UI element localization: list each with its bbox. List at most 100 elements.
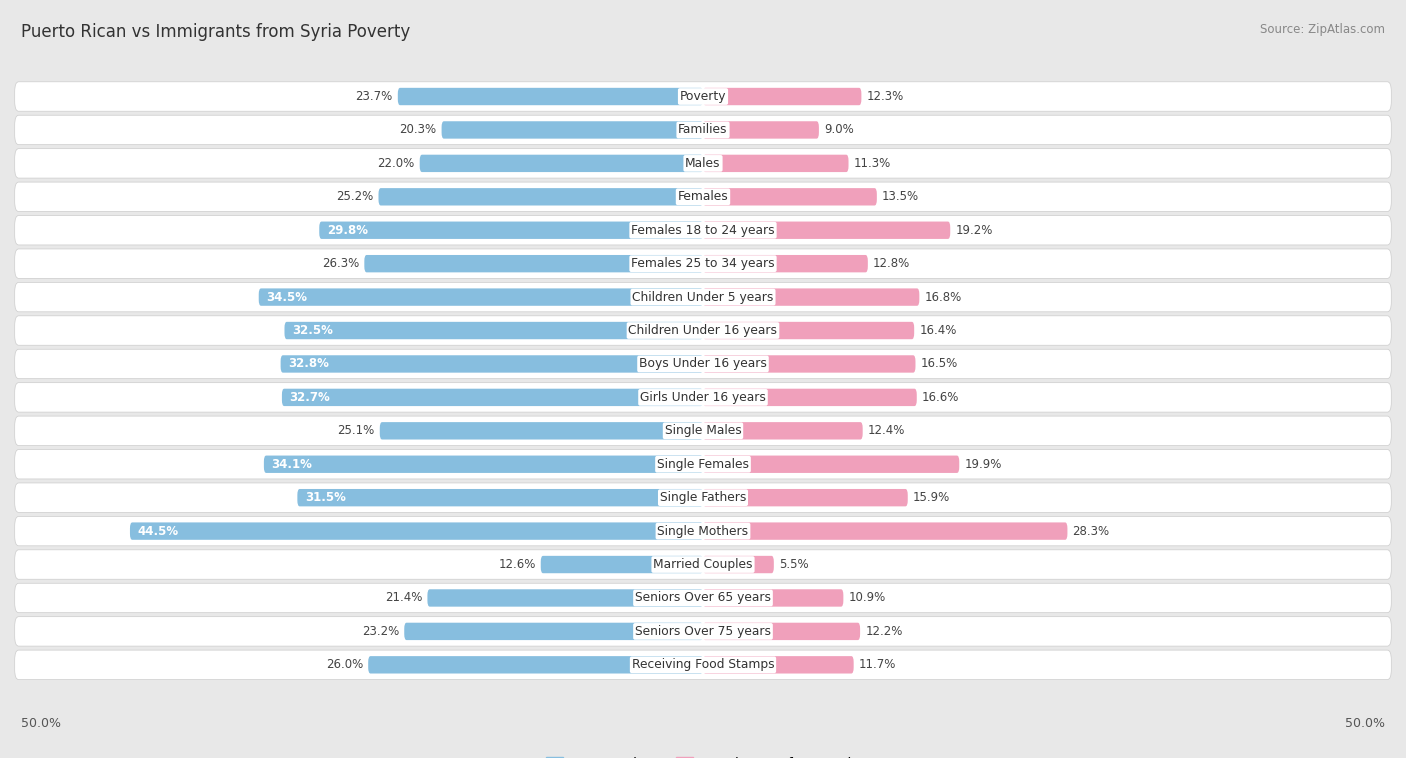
FancyBboxPatch shape: [281, 356, 703, 373]
FancyBboxPatch shape: [14, 516, 1392, 546]
FancyBboxPatch shape: [14, 550, 1392, 579]
FancyBboxPatch shape: [405, 623, 703, 640]
Text: 16.5%: 16.5%: [921, 358, 957, 371]
Text: 16.8%: 16.8%: [925, 290, 962, 304]
Text: 50.0%: 50.0%: [21, 717, 60, 731]
Text: Poverty: Poverty: [679, 90, 727, 103]
Text: Single Fathers: Single Fathers: [659, 491, 747, 504]
Text: Children Under 5 years: Children Under 5 years: [633, 290, 773, 304]
FancyBboxPatch shape: [14, 182, 1392, 211]
FancyBboxPatch shape: [14, 115, 1392, 145]
Text: Single Mothers: Single Mothers: [658, 525, 748, 537]
FancyBboxPatch shape: [703, 155, 848, 172]
Legend: Puerto Rican, Immigrants from Syria: Puerto Rican, Immigrants from Syria: [541, 751, 865, 758]
FancyBboxPatch shape: [541, 556, 703, 573]
Text: Females: Females: [678, 190, 728, 203]
FancyBboxPatch shape: [14, 583, 1392, 612]
Text: 32.8%: 32.8%: [288, 358, 329, 371]
FancyBboxPatch shape: [427, 589, 703, 606]
FancyBboxPatch shape: [129, 522, 703, 540]
Text: 28.3%: 28.3%: [1073, 525, 1109, 537]
Text: 19.2%: 19.2%: [956, 224, 993, 236]
Text: 34.1%: 34.1%: [271, 458, 312, 471]
Text: Males: Males: [685, 157, 721, 170]
FancyBboxPatch shape: [703, 121, 818, 139]
Text: 50.0%: 50.0%: [1346, 717, 1385, 731]
FancyBboxPatch shape: [14, 449, 1392, 479]
Text: Children Under 16 years: Children Under 16 years: [628, 324, 778, 337]
FancyBboxPatch shape: [14, 149, 1392, 178]
Text: Puerto Rican vs Immigrants from Syria Poverty: Puerto Rican vs Immigrants from Syria Po…: [21, 23, 411, 41]
Text: 20.3%: 20.3%: [399, 124, 436, 136]
Text: 11.3%: 11.3%: [853, 157, 891, 170]
FancyBboxPatch shape: [703, 288, 920, 305]
Text: Seniors Over 75 years: Seniors Over 75 years: [636, 625, 770, 638]
Text: 12.2%: 12.2%: [865, 625, 903, 638]
FancyBboxPatch shape: [703, 623, 860, 640]
FancyBboxPatch shape: [703, 456, 959, 473]
Text: Females 18 to 24 years: Females 18 to 24 years: [631, 224, 775, 236]
FancyBboxPatch shape: [14, 215, 1392, 245]
FancyBboxPatch shape: [368, 656, 703, 674]
Text: Receiving Food Stamps: Receiving Food Stamps: [631, 659, 775, 672]
Text: 13.5%: 13.5%: [882, 190, 920, 203]
Text: 16.4%: 16.4%: [920, 324, 956, 337]
Text: 11.7%: 11.7%: [859, 659, 896, 672]
FancyBboxPatch shape: [703, 221, 950, 239]
Text: 31.5%: 31.5%: [305, 491, 346, 504]
FancyBboxPatch shape: [284, 322, 703, 340]
FancyBboxPatch shape: [14, 82, 1392, 111]
Text: 32.5%: 32.5%: [292, 324, 333, 337]
Text: 26.3%: 26.3%: [322, 257, 359, 270]
FancyBboxPatch shape: [259, 288, 703, 305]
FancyBboxPatch shape: [14, 249, 1392, 278]
Text: 12.4%: 12.4%: [868, 424, 905, 437]
FancyBboxPatch shape: [264, 456, 703, 473]
FancyBboxPatch shape: [378, 188, 703, 205]
Text: 32.7%: 32.7%: [290, 391, 330, 404]
Text: 26.0%: 26.0%: [326, 659, 363, 672]
Text: 5.5%: 5.5%: [779, 558, 808, 571]
Text: 19.9%: 19.9%: [965, 458, 1002, 471]
FancyBboxPatch shape: [14, 383, 1392, 412]
Text: Seniors Over 65 years: Seniors Over 65 years: [636, 591, 770, 604]
FancyBboxPatch shape: [380, 422, 703, 440]
FancyBboxPatch shape: [14, 283, 1392, 312]
Text: 34.5%: 34.5%: [267, 290, 308, 304]
FancyBboxPatch shape: [703, 522, 1067, 540]
Text: 12.8%: 12.8%: [873, 257, 910, 270]
FancyBboxPatch shape: [441, 121, 703, 139]
FancyBboxPatch shape: [703, 188, 877, 205]
FancyBboxPatch shape: [703, 356, 915, 373]
Text: Girls Under 16 years: Girls Under 16 years: [640, 391, 766, 404]
FancyBboxPatch shape: [703, 489, 908, 506]
FancyBboxPatch shape: [703, 556, 773, 573]
Text: Single Males: Single Males: [665, 424, 741, 437]
FancyBboxPatch shape: [14, 416, 1392, 446]
Text: Boys Under 16 years: Boys Under 16 years: [640, 358, 766, 371]
FancyBboxPatch shape: [364, 255, 703, 272]
Text: 23.2%: 23.2%: [361, 625, 399, 638]
FancyBboxPatch shape: [14, 483, 1392, 512]
Text: 12.3%: 12.3%: [866, 90, 904, 103]
Text: 44.5%: 44.5%: [138, 525, 179, 537]
Text: 15.9%: 15.9%: [912, 491, 950, 504]
FancyBboxPatch shape: [398, 88, 703, 105]
Text: 23.7%: 23.7%: [356, 90, 392, 103]
FancyBboxPatch shape: [703, 88, 862, 105]
Text: 25.2%: 25.2%: [336, 190, 374, 203]
Text: 22.0%: 22.0%: [377, 157, 415, 170]
Text: Females 25 to 34 years: Females 25 to 34 years: [631, 257, 775, 270]
FancyBboxPatch shape: [703, 656, 853, 674]
FancyBboxPatch shape: [297, 489, 703, 506]
FancyBboxPatch shape: [703, 322, 914, 340]
FancyBboxPatch shape: [14, 617, 1392, 646]
FancyBboxPatch shape: [703, 422, 863, 440]
FancyBboxPatch shape: [283, 389, 703, 406]
FancyBboxPatch shape: [703, 255, 868, 272]
Text: 25.1%: 25.1%: [337, 424, 374, 437]
FancyBboxPatch shape: [14, 349, 1392, 379]
Text: Married Couples: Married Couples: [654, 558, 752, 571]
Text: Single Females: Single Females: [657, 458, 749, 471]
FancyBboxPatch shape: [703, 389, 917, 406]
